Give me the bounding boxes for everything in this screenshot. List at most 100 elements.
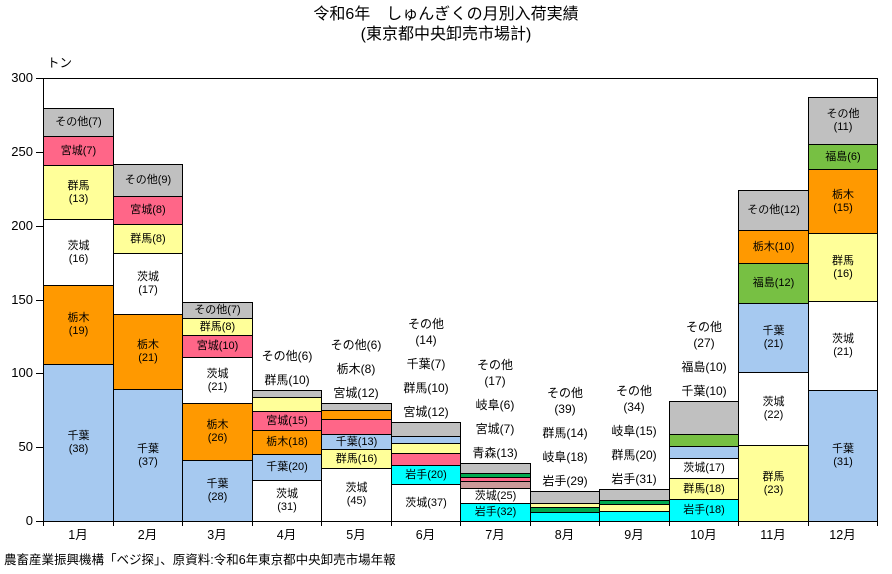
segment-label: その他(12) [747, 204, 800, 216]
x-axis-tick [877, 521, 878, 526]
bar-segment-その他 [321, 403, 392, 411]
bar-segment-宮城: 宮城(8) [113, 196, 183, 225]
bar-segment-千葉: 千葉 (21) [738, 303, 809, 373]
y-axis-unit-label: トン [47, 56, 73, 70]
outside-segment-label: 宮城(7) [475, 422, 515, 436]
bar-segment-千葉 [669, 446, 739, 459]
outside-label-column: その他 (17) 岐阜(6) 宮城(7) 青森(13) [435, 357, 555, 461]
segment-label: 宮城(10) [196, 340, 239, 352]
bar-segment-岩手: 岩手(18) [669, 499, 739, 522]
y-axis-tick-label: 300 [11, 70, 33, 85]
y-axis-tick [36, 373, 43, 374]
y-axis-tick [36, 152, 43, 153]
bar-segment-栃木: 栃木(10) [738, 230, 809, 264]
segment-label: その他(7) [55, 116, 102, 128]
outside-segment-label: 岐阜(15) [611, 424, 657, 438]
chart-title-line1: 令和6年 しゅんぎくの月別入荷実績 [313, 6, 579, 23]
month-label: 11月 [760, 528, 786, 542]
outside-label-column: その他 (27) 福島(10) 千葉(10) [644, 319, 764, 399]
bar-segment-茨城: 茨城 (21) [182, 357, 253, 404]
bar-segment-宮城: 宮城(15) [252, 411, 322, 431]
bar-segment-千葉: 千葉 (28) [182, 460, 253, 522]
outside-label-column: その他 (39) 群馬(14) 岐阜(18) 岩手(29) [505, 385, 625, 489]
bar-segment-その他 [669, 401, 739, 435]
outside-segment-label: その他 (39) [546, 386, 583, 416]
bar-segment-茨城: 茨城 (45) [321, 468, 392, 522]
bar-segment-福島: 福島(6) [808, 144, 878, 170]
outside-segment-label: 千葉(10) [681, 384, 727, 398]
segment-label: その他(7) [194, 304, 241, 316]
segment-label: 茨城(17) [683, 462, 725, 474]
y-axis-tick-label: 50 [18, 439, 33, 454]
bar-segment-宮城: 宮城(10) [182, 335, 253, 358]
bar-segment-茨城: 茨城 (16) [43, 219, 114, 286]
bar-segment-茨城: 茨城 (31) [252, 480, 322, 522]
outside-segment-label: 群馬(20) [611, 448, 657, 462]
outside-segment-label: 群馬(10) [403, 381, 449, 395]
bar-segment-その他: その他(12) [738, 190, 809, 231]
segment-label: 群馬 (13) [67, 179, 90, 205]
outside-segment-label: その他(6) [261, 349, 313, 363]
outside-segment-label: 宮城(12) [403, 405, 449, 419]
month-label: 3月 [207, 528, 227, 542]
bar-segment-その他: その他(7) [182, 302, 253, 319]
x-axis-tick [43, 521, 44, 526]
segment-label: 栃木(10) [752, 240, 795, 253]
bar-segment-茨城: 茨城(37) [391, 484, 461, 522]
outside-segment-label: 岐阜(18) [542, 450, 588, 464]
bar-segment-栃木: 栃木 (21) [113, 314, 183, 390]
segment-label: 千葉 (31) [832, 443, 854, 468]
segment-label: 福島(6) [825, 150, 861, 163]
chart-title: 令和6年 しゅんぎくの月別入荷実績 (東京都中央卸売市場計) [0, 5, 892, 45]
segment-label: 群馬(8) [199, 320, 236, 333]
y-axis-tick-label: 250 [11, 144, 33, 159]
bar-segment-群馬: 群馬(8) [182, 318, 253, 336]
bar-segment-千葉: 千葉 (37) [113, 389, 183, 522]
outside-segment-label: 群馬(14) [542, 426, 588, 440]
segment-label: 茨城 (31) [276, 488, 298, 513]
outside-segment-label: その他(6) [330, 338, 382, 352]
segment-label: 茨城 (22) [762, 396, 785, 421]
segment-label: 千葉(13) [335, 435, 378, 448]
outside-label-column: その他 (34) 岐阜(15) 群馬(20) 岩手(31) [574, 383, 694, 487]
outside-segment-label: 岩手(31) [611, 472, 657, 486]
y-axis-tick [36, 447, 43, 448]
month-label: 8月 [554, 528, 575, 542]
x-axis-tick [530, 521, 531, 526]
segment-label: 茨城(25) [474, 489, 517, 502]
segment-label: 岩手(18) [683, 504, 725, 516]
bar-segment-茨城: 茨城 (22) [738, 372, 809, 446]
segment-label: 宮城(7) [60, 144, 97, 157]
x-axis-tick [391, 521, 392, 526]
y-axis-tick [36, 300, 43, 301]
segment-label: 茨城 (45) [345, 482, 368, 507]
bar-segment-群馬: 群馬(16) [321, 449, 392, 469]
month-label: 5月 [346, 528, 366, 542]
y-axis-tick-label: 0 [25, 513, 33, 528]
bar-segment-群馬: 群馬(8) [113, 224, 183, 254]
month-label: 9月 [624, 528, 644, 542]
segment-label: 茨城 (21) [832, 333, 854, 358]
month-label: 10月 [690, 528, 717, 542]
segment-label: 群馬 (23) [762, 470, 785, 496]
segment-label: 群馬 (16) [832, 254, 854, 280]
outside-segment-label: 福島(10) [681, 360, 727, 374]
bar-segment-茨城: 茨城 (21) [808, 301, 878, 391]
bar-segment-千葉: 千葉(13) [321, 434, 392, 450]
x-axis-tick [252, 521, 253, 526]
outside-segment-label: 岐阜(6) [475, 398, 515, 412]
month-label: 1月 [68, 528, 88, 542]
bar-segment-その他 [391, 422, 461, 437]
x-axis-tick [599, 521, 600, 526]
outside-segment-label: 群馬(10) [264, 373, 310, 387]
bar-segment-群馬 [599, 504, 670, 512]
outside-segment-label: 栃木(8) [336, 362, 376, 376]
segment-label: 群馬(18) [683, 482, 725, 495]
x-axis-tick [460, 521, 461, 526]
outside-label-column: その他(6) 群馬(10) [227, 348, 347, 388]
bar-segment-その他 [530, 491, 600, 504]
x-axis-tick [738, 521, 739, 526]
x-axis-tick [669, 521, 670, 526]
chart-title-line2: (東京都中央卸売市場計) [360, 26, 532, 43]
segment-label: 栃木 (19) [67, 312, 90, 337]
